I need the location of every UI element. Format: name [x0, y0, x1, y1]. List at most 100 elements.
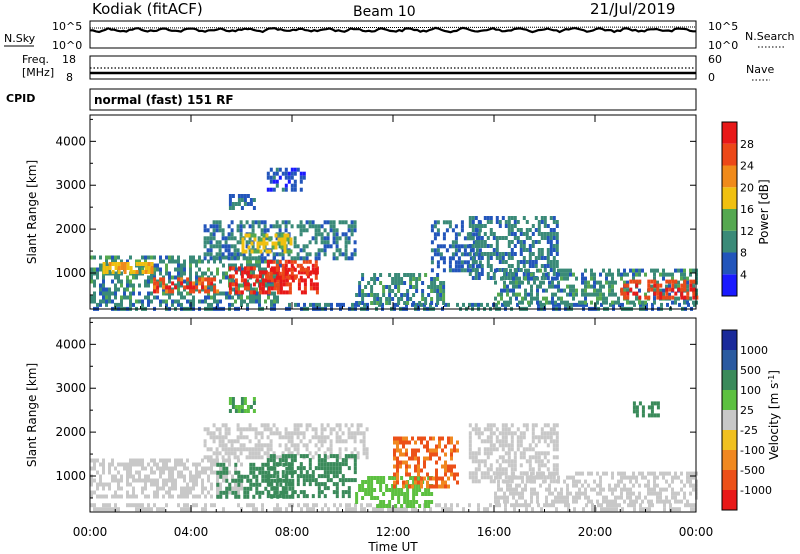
heatmap-cell	[132, 291, 135, 296]
heatmap-cell	[183, 285, 187, 290]
heatmap-cell	[273, 302, 276, 307]
heatmap-cell	[240, 194, 244, 198]
heatmap-cell	[555, 240, 559, 244]
heatmap-cell	[439, 256, 443, 261]
nave-tick-top: 60	[708, 53, 722, 66]
heatmap-cell	[483, 216, 487, 220]
heatmap-cell	[510, 248, 514, 252]
heatmap-cell	[216, 486, 219, 491]
heatmap-cell	[406, 492, 410, 496]
heatmap-cell	[507, 252, 511, 256]
heatmap-cell	[293, 256, 297, 261]
heatmap-cell	[135, 299, 138, 304]
heatmap-cell	[111, 299, 114, 304]
heatmap-cell	[524, 483, 527, 488]
heatmap-cell	[388, 504, 392, 508]
heatmap-cell	[686, 280, 689, 285]
heatmap-cell	[216, 462, 220, 467]
heatmap-cell	[102, 279, 105, 284]
heatmap-cell	[385, 504, 389, 508]
heatmap-cell	[463, 252, 467, 257]
heatmap-cell	[486, 260, 490, 264]
heatmap-cell	[382, 476, 386, 480]
heatmap-cell	[266, 474, 270, 479]
heatmap-cell	[204, 295, 207, 300]
heatmap-cell	[611, 499, 614, 504]
heatmap-cell	[212, 423, 216, 428]
heatmap-cell	[596, 491, 599, 496]
heatmap-cell	[264, 474, 268, 479]
heatmap-cell	[531, 240, 535, 244]
heatmap-cell	[225, 291, 228, 296]
heatmap-cell	[344, 256, 348, 261]
heatmap-cell	[668, 287, 672, 292]
heatmap-cell	[423, 436, 426, 441]
heatmap-cell	[228, 486, 232, 491]
heatmap-cell	[234, 462, 238, 467]
heatmap-cell	[489, 228, 493, 232]
heatmap-cell	[365, 451, 369, 456]
heatmap-cell	[189, 271, 192, 276]
heatmap-cell	[212, 256, 216, 261]
heatmap-cell	[474, 471, 478, 476]
heatmap-cell	[317, 224, 321, 229]
heatmap-cell	[411, 507, 414, 512]
heatmap-cell	[272, 175, 276, 180]
heatmap-cell	[510, 503, 513, 508]
heatmap-cell	[258, 274, 262, 279]
heatmap-cell	[379, 476, 383, 480]
heatmap-cell	[285, 278, 289, 283]
heatmap-cell	[162, 486, 165, 491]
heatmap-cell	[653, 491, 656, 496]
heatmap-cell	[662, 276, 665, 281]
heatmap-cell	[596, 483, 599, 488]
heatmap-cell	[254, 447, 258, 452]
heatmap-cell	[469, 268, 473, 273]
heatmap-cell	[329, 451, 333, 456]
heatmap-cell	[411, 436, 414, 441]
heatmap-cell	[468, 252, 472, 256]
heatmap-cell	[489, 276, 493, 280]
heatmap-cell	[272, 486, 276, 491]
heatmap-cell	[510, 435, 514, 440]
heatmap-cell	[186, 277, 190, 282]
heatmap-cell	[159, 283, 162, 288]
heatmap-cell	[105, 302, 108, 307]
heatmap-cell	[519, 435, 523, 440]
heatmap-cell	[537, 467, 541, 472]
heatmap-cell	[237, 266, 241, 271]
heatmap-cell	[424, 504, 428, 508]
heatmap-cell	[429, 507, 432, 512]
heatmap-cell	[230, 232, 234, 237]
heatmap-cell	[430, 224, 434, 229]
heatmap-cell	[573, 507, 576, 512]
heatmap-cell	[635, 291, 639, 296]
heatmap-cell	[690, 503, 693, 508]
heatmap-cell	[293, 259, 297, 264]
heatmap-cell	[203, 252, 207, 257]
heatmap-cell	[590, 300, 593, 305]
heatmap-cell	[230, 451, 234, 456]
heatmap-cell	[93, 299, 96, 304]
heatmap-cell	[293, 183, 297, 188]
heatmap-cell	[305, 494, 309, 499]
heatmap-cell	[638, 272, 641, 277]
heatmap-cell	[321, 507, 324, 512]
heatmap-cell	[299, 470, 303, 475]
heatmap-cell	[90, 490, 93, 495]
heatmap-cell	[385, 285, 389, 289]
heatmap-cell	[552, 236, 556, 240]
heatmap-cell	[549, 244, 553, 248]
heatmap-cell	[630, 503, 633, 508]
heatmap-cell	[153, 277, 157, 282]
heatmap-cell	[460, 220, 464, 225]
heatmap-cell	[611, 491, 614, 496]
heatmap-cell	[99, 291, 102, 296]
heatmap-cell	[409, 277, 413, 281]
heatmap-cell	[275, 486, 279, 491]
heatmap-cell	[430, 277, 434, 281]
heatmap-cell	[312, 282, 316, 287]
heatmap-cell	[581, 280, 584, 285]
heatmap-cell	[509, 483, 512, 488]
heatmap-cell	[540, 264, 544, 268]
